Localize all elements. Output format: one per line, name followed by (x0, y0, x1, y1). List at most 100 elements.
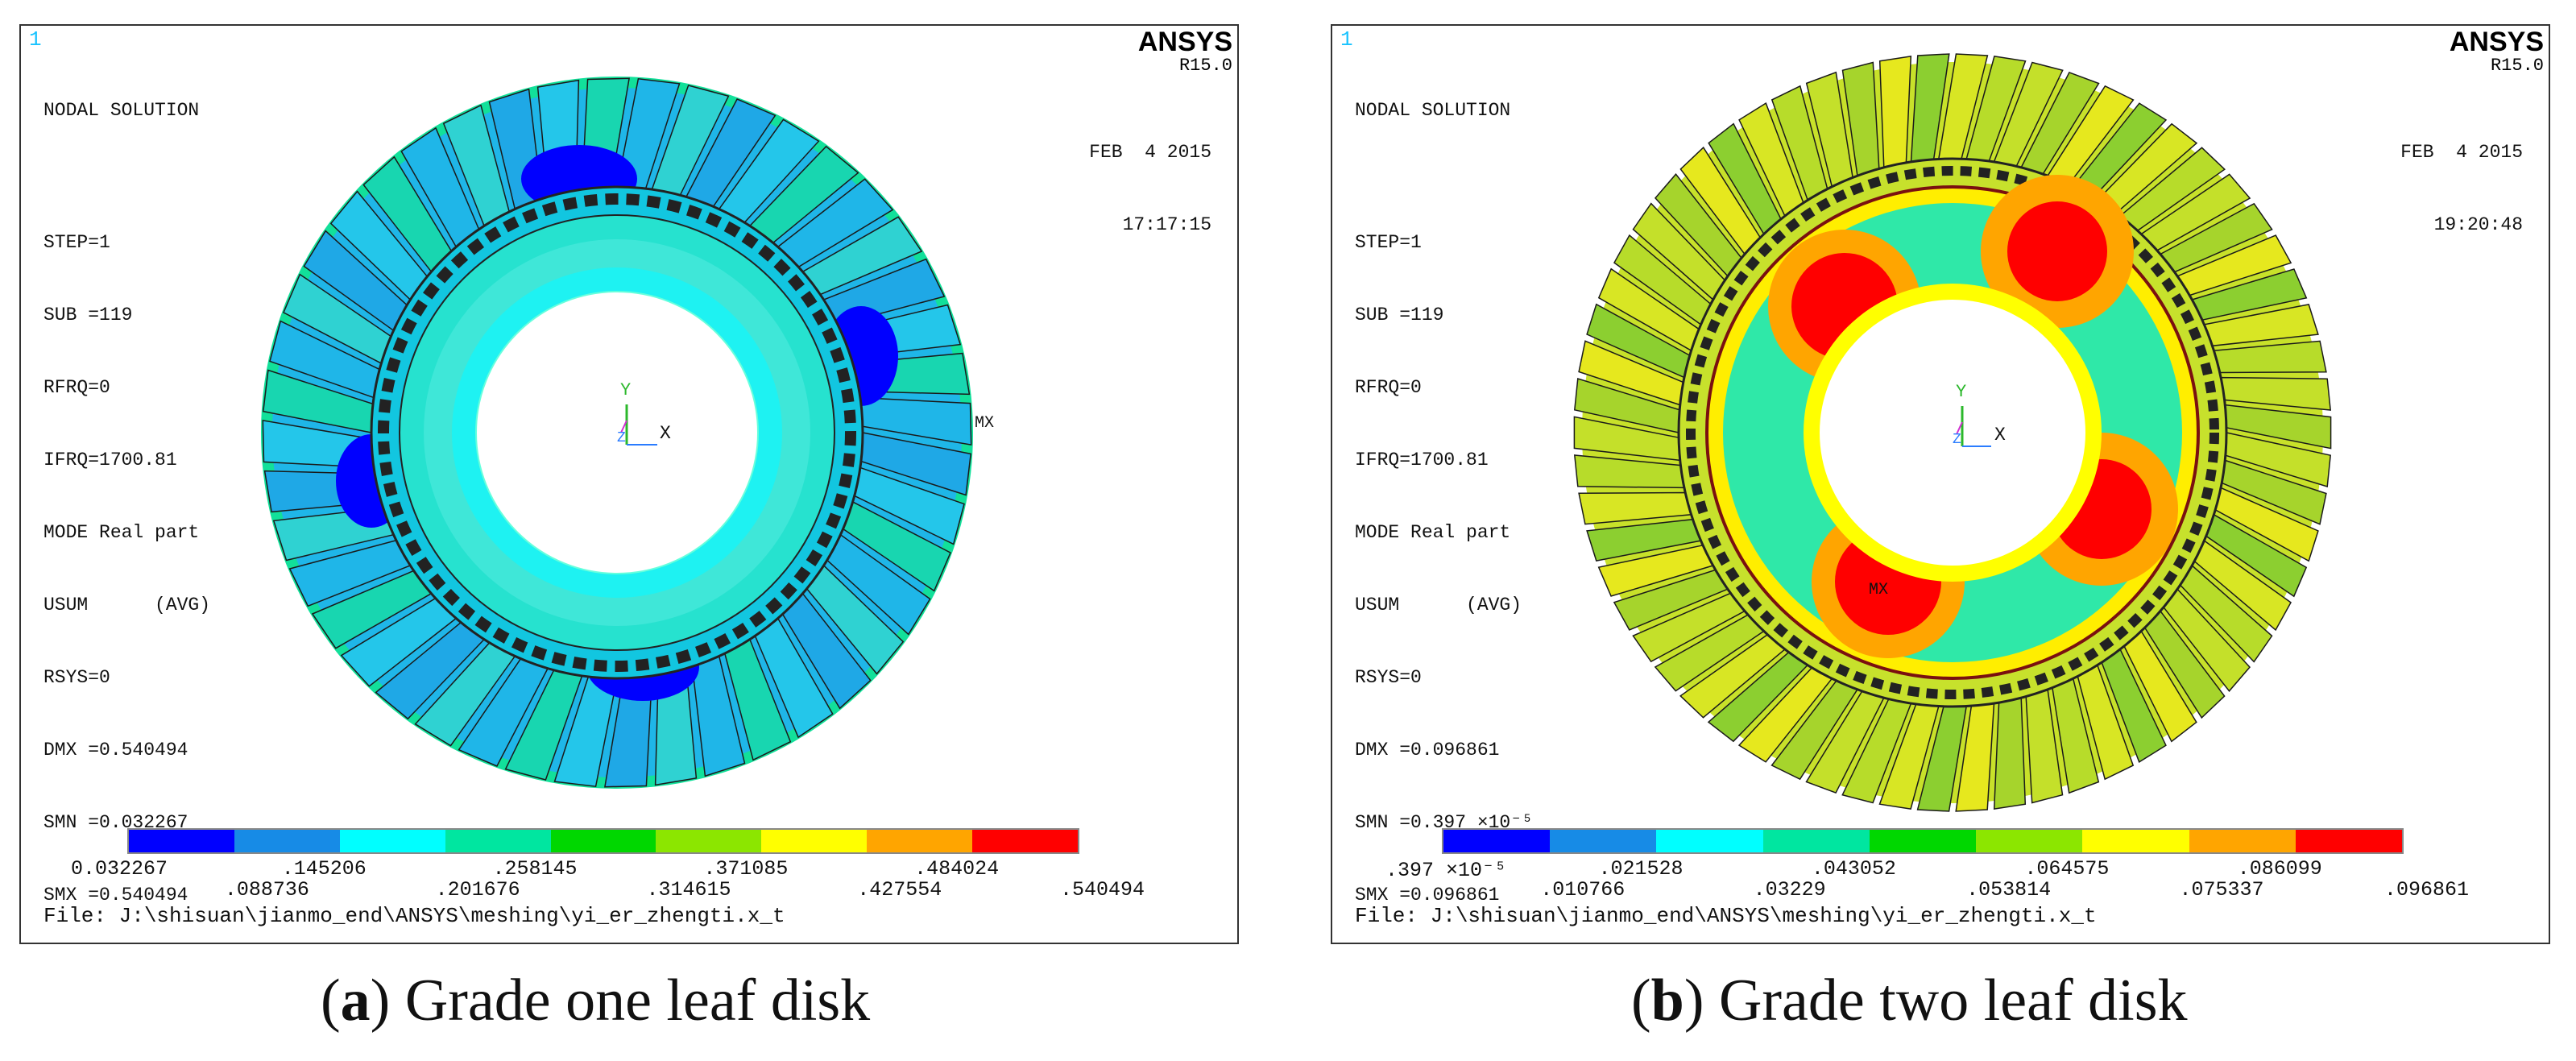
legend-swatch-a-7 (867, 830, 973, 852)
caption-a: (a) Grade one leaf disk (321, 968, 871, 1034)
axis-y-label-a: Y (620, 380, 631, 400)
blades-a (262, 77, 972, 788)
legend-swatch-b-2 (1656, 830, 1763, 852)
legend-tick-bottom-b-0: .010766 (1540, 878, 1626, 901)
ansys-logo-b: ANSYS (2449, 27, 2544, 57)
panel-a-grade-one: Y Z X MX 1 NODAL SOLUTION STEP=1 SUB =11… (19, 24, 1239, 944)
time-b: 19:20:48 (2433, 214, 2523, 235)
legend-tick-bottom-b-2: .053814 (1966, 878, 2052, 901)
color-legend-a (127, 828, 1079, 854)
caption-b-text: Grade two leaf disk (1704, 968, 2188, 1034)
caption-a-letter: a (340, 968, 371, 1034)
info-step-b: STEP=1 (1355, 232, 1422, 253)
legend-swatch-b-7 (2189, 830, 2296, 852)
info-usum-a: USUM (AVG) (43, 595, 211, 615)
disk-bore-a (475, 291, 759, 574)
disk-a-contour-plot: Y Z X MX (261, 77, 994, 789)
legend-tick-top-a-2: .258145 (492, 857, 578, 881)
legend-swatch-b-8 (2295, 830, 2402, 852)
axis-x-label-b: X (1994, 425, 2006, 446)
legend-tick-bottom-b-3: .075337 (2179, 878, 2264, 901)
axis-z-label-b: Z (1953, 432, 1961, 448)
axis-triad-b (1956, 406, 1991, 447)
axis-x-label-a: X (660, 423, 671, 444)
window-number-b: 1 (1340, 27, 1353, 52)
blade-b-44 (1878, 56, 1912, 168)
legend-swatch-b-3 (1762, 830, 1870, 852)
info-ifrq-a: IFRQ=1700.81 (43, 450, 177, 470)
file-path-b: File: J:\shisuan\jianmo_end\ANSYS\meshin… (1355, 904, 2097, 928)
window-number-a: 1 (29, 27, 42, 52)
info-smn-b: SMN =0.397 ×10⁻⁵ (1355, 812, 1533, 833)
info-sub-a: SUB =119 (43, 305, 133, 325)
blade-b-13 (1993, 697, 2027, 810)
color-legend-b (1442, 828, 2404, 854)
info-smx-b: SMX =0.096861 (1355, 885, 1500, 906)
legend-tick-top-b-2: .043052 (1811, 857, 1896, 881)
mx-marker-b: MX (1869, 581, 1888, 599)
legend-tick-bottom-a-0: .088736 (224, 878, 309, 901)
info-title-b: NODAL SOLUTION (1355, 100, 1511, 121)
tenon-ring-a (378, 193, 856, 672)
legend-tick-top-b-1: .021528 (1598, 857, 1684, 881)
info-rsys-b: RSYS=0 (1355, 667, 1422, 688)
time-a: 17:17:15 (1122, 214, 1211, 235)
legend-swatch-a-5 (656, 830, 762, 852)
legend-swatch-b-0 (1443, 830, 1551, 852)
ansys-logo-a: ANSYS (1137, 27, 1232, 57)
legend-swatch-a-4 (550, 830, 656, 852)
legend-swatch-b-6 (2082, 830, 2189, 852)
legend-swatch-a-1 (234, 830, 340, 852)
legend-tick-top-a-4: .484024 (914, 857, 1000, 881)
brand-b: ANSYS R15.0 (2449, 26, 2544, 75)
disk-bore-b (1820, 300, 2085, 566)
legend-tick-top-a-3: .371085 (703, 857, 789, 881)
info-mode-b: MODE Real part (1355, 522, 1511, 543)
caption-a-text: Grade one leaf disk (390, 968, 871, 1034)
caption-b: (b) Grade two leaf disk (1631, 968, 2188, 1034)
legend-tick-bottom-a-4: .540494 (1060, 878, 1145, 901)
legend-tick-bottom-a-3: .427554 (857, 878, 942, 901)
axis-z-label-a: Z (617, 430, 626, 446)
legend-tick-top-a-0: 0.032267 (71, 857, 168, 881)
brand-a: ANSYS R15.0 (1137, 26, 1232, 76)
release-a: R15.0 (1178, 56, 1232, 76)
file-path-a: File: J:\shisuan\jianmo_end\ANSYS\meshin… (43, 904, 785, 928)
info-rfrq-b: RFRQ=0 (1355, 377, 1422, 398)
legend-swatch-b-1 (1550, 830, 1657, 852)
info-ifrq-b: IFRQ=1700.81 (1355, 450, 1489, 470)
disk-b-contour-plot: Y Z X MX (1573, 53, 2332, 812)
date-b: FEB 4 2015 (2400, 142, 2523, 163)
axis-triad-a (620, 404, 657, 446)
info-rsys-a: RSYS=0 (43, 667, 110, 688)
legend-tick-top-b-0: .397 ×10⁻⁵ (1385, 859, 1507, 882)
info-title-a: NODAL SOLUTION (43, 100, 200, 121)
legend-swatch-a-8 (972, 830, 1079, 852)
legend-swatch-a-2 (339, 830, 445, 852)
info-step-a: STEP=1 (43, 232, 110, 253)
date-a: FEB 4 2015 (1089, 142, 1211, 163)
info-dmx-b: DMX =0.096861 (1355, 740, 1500, 761)
axis-y-label-b: Y (1956, 382, 1966, 402)
info-sub-b: SUB =119 (1355, 305, 1444, 325)
info-dmx-a: DMX =0.540494 (43, 740, 188, 761)
legend-tick-bottom-a-2: .314615 (646, 878, 731, 901)
info-rfrq-a: RFRQ=0 (43, 377, 110, 398)
blades-b (1573, 53, 2332, 812)
tenon-ring-b (1686, 166, 2219, 699)
caption-b-letter: b (1650, 968, 1684, 1034)
solution-info-b: NODAL SOLUTION STEP=1 SUB =119 RFRQ=0 IF… (1355, 50, 1533, 943)
info-smx-a: SMX =0.540494 (43, 885, 188, 906)
legend-swatch-a-6 (761, 830, 868, 852)
info-mode-a: MODE Real part (43, 522, 200, 543)
legend-swatch-a-0 (129, 830, 234, 852)
info-usum-b: USUM (AVG) (1355, 595, 1522, 615)
timestamp-a: FEB 4 2015 17:17:15 (1089, 92, 1211, 285)
legend-tick-top-b-4: .086099 (2237, 857, 2322, 881)
mx-marker-a: MX (975, 414, 994, 433)
solution-info-a: NODAL SOLUTION STEP=1 SUB =119 RFRQ=0 IF… (43, 50, 211, 943)
legend-tick-top-a-1: .145206 (281, 857, 367, 881)
legend-tick-bottom-a-1: .201676 (435, 878, 520, 901)
legend-tick-bottom-b-4: .096861 (2384, 878, 2470, 901)
legend-swatch-a-3 (445, 830, 551, 852)
